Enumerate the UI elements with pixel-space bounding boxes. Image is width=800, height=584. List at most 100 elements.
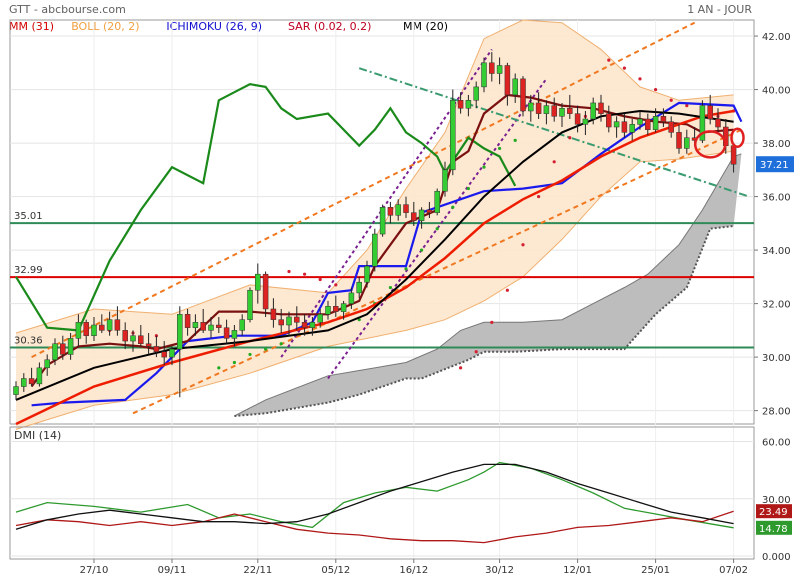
candle-body: [520, 78, 526, 112]
sar-dot: [513, 138, 517, 142]
channel-lower-line: [132, 128, 742, 415]
candle-body: [122, 330, 128, 342]
dmi-title: DMI (14): [14, 429, 61, 442]
date-tick-label: 05/12: [321, 565, 350, 576]
candle-body: [450, 100, 456, 171]
candle-body: [44, 359, 50, 369]
candle-body: [535, 102, 542, 114]
sar-dot: [607, 58, 611, 62]
candle-body: [200, 322, 206, 331]
candle-body: [317, 314, 323, 323]
price-tick-label: 34.00: [762, 246, 791, 257]
candle-body: [294, 316, 300, 323]
candle-body: [262, 273, 269, 310]
candle-body: [231, 330, 238, 339]
candle-body: [364, 265, 370, 283]
candle-body: [559, 108, 565, 117]
candle-body: [161, 351, 167, 358]
sar-dot: [498, 146, 502, 151]
candle-body: [130, 335, 136, 342]
candle-body: [403, 204, 409, 213]
candle-body: [223, 327, 230, 339]
candle-body: [504, 65, 511, 96]
candle-body: [629, 124, 635, 133]
date-axis: 27/10 09/11 22/11 05/12 16/12 30/12 12/01 25/01…: [80, 559, 748, 576]
candle-body: [372, 233, 378, 267]
candle-body: [574, 113, 581, 125]
price-tick-label: 42.00: [762, 32, 791, 43]
candle-body: [457, 100, 464, 109]
sar-dot: [654, 87, 658, 92]
candle-body: [114, 319, 121, 331]
legend-item-1: BOLL (20, 2): [71, 20, 139, 33]
bollinger-lower-line: [15, 150, 734, 430]
level-label-1: 32.99: [14, 265, 43, 276]
sar-dot: [521, 243, 525, 247]
candle-body: [668, 121, 674, 133]
candle-body: [278, 319, 284, 326]
dmi-series-1: [15, 510, 734, 544]
candle-body: [715, 118, 721, 128]
candle-body: [465, 100, 472, 109]
candle-body: [590, 102, 596, 120]
price-tick-label: 38.00: [762, 139, 791, 150]
candle-body: [676, 132, 682, 149]
candle-body: [411, 212, 417, 221]
candle-body: [247, 289, 253, 320]
dmi-panel: DMI (14) 0.000 30.00 60.00 23.49 14.78: [9, 426, 792, 563]
candle-body: [208, 324, 214, 331]
dmi-value-label-1: 14.78: [759, 524, 788, 535]
candle-body: [645, 118, 651, 130]
candle-body: [67, 338, 74, 355]
sar-dot: [568, 136, 572, 140]
sar-dot: [537, 194, 541, 199]
price-tick-label: 36.00: [762, 193, 791, 204]
candle-body: [356, 281, 362, 294]
candle-body: [91, 324, 97, 336]
candle-body: [473, 86, 479, 101]
price-tick-label: 32.00: [762, 300, 791, 311]
date-tick-label: 27/10: [80, 565, 109, 576]
date-tick-label: 09/11: [158, 565, 187, 576]
sar-dot: [287, 269, 291, 274]
candle-body: [340, 303, 347, 312]
sar-dot: [334, 283, 338, 287]
senkou-span-a-line: [234, 153, 742, 417]
candle-body: [660, 116, 667, 122]
sar-dot: [552, 160, 556, 164]
price-tick-label: 40.00: [762, 86, 791, 97]
bollinger-upper-line: [15, 19, 734, 334]
highlight-circle-small: [730, 127, 745, 148]
sar-dot: [459, 366, 463, 370]
candle-body: [621, 121, 628, 133]
mm31-line: [15, 109, 734, 426]
chart-source-title: GTT - abcbourse.com: [9, 3, 126, 16]
candle-body: [637, 118, 643, 125]
downtrend-line: [358, 67, 750, 198]
candle-body: [325, 306, 331, 315]
candle-body: [177, 314, 183, 350]
candle-body: [333, 306, 339, 312]
sar-dot: [466, 186, 470, 191]
dmi-panel-frame: [9, 426, 755, 560]
sar-dot: [232, 360, 236, 365]
candle-body: [270, 308, 277, 320]
dmi-value-box-0: [756, 504, 792, 519]
candle-body: [699, 105, 706, 141]
candle-body: [489, 62, 495, 74]
candle-body: [309, 322, 316, 328]
sar-dot: [505, 288, 509, 292]
candle-body: [169, 348, 175, 358]
date-tick-label: 30/12: [485, 565, 514, 576]
legend-item-0: MM (31): [9, 20, 54, 33]
candle-body: [153, 346, 160, 353]
candle-body: [395, 204, 401, 216]
sar-dot: [474, 350, 478, 354]
candle-body: [83, 322, 89, 336]
candle-body: [60, 343, 66, 355]
candle-body: [99, 324, 105, 331]
date-tick-label: 16/12: [399, 565, 428, 576]
candle-body: [348, 292, 355, 304]
